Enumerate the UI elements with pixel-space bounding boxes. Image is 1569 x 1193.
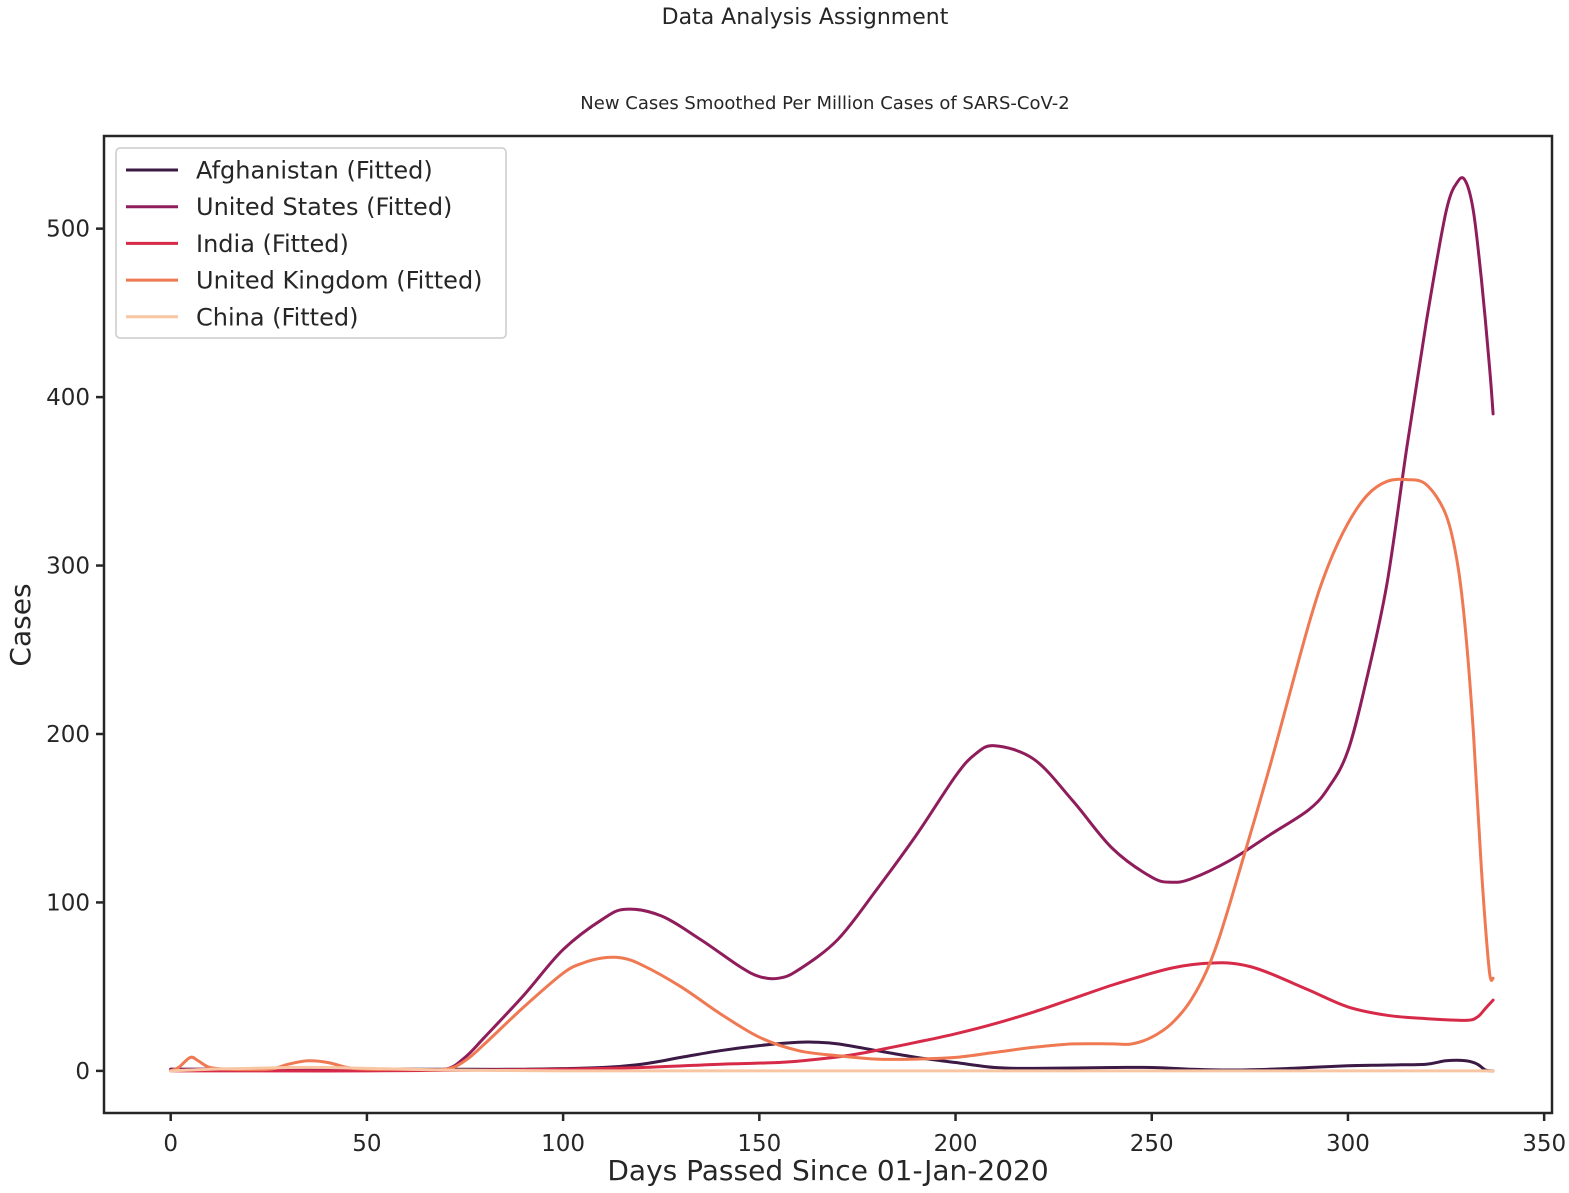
series-line-china-fitted (169, 1065, 1495, 1073)
legend-label: United States (Fitted) (196, 193, 452, 221)
plot-frame (102, 134, 1554, 1115)
series-line-united-states-fitted (169, 176, 1495, 1072)
x-tick-label: 300 (1326, 1131, 1370, 1157)
legend-label: India (Fitted) (196, 230, 349, 258)
series-line-united-kingdom-fitted (169, 477, 1495, 1073)
x-tick-label: 200 (934, 1131, 978, 1157)
x-tick-label: 100 (541, 1131, 585, 1157)
legend: Afghanistan (Fitted) United States (Fitte… (115, 147, 507, 339)
y-tick-label: 0 (75, 1059, 90, 1085)
y-tick-label: 200 (46, 722, 90, 748)
legend-label: United Kingdom (Fitted) (196, 267, 483, 295)
x-tick-label: 150 (737, 1131, 781, 1157)
legend-box (115, 147, 507, 339)
y-tick-label: 300 (46, 554, 90, 580)
legend-label: China (Fitted) (196, 303, 358, 331)
x-tick-label: 350 (1522, 1131, 1566, 1157)
legend-label: Afghanistan (Fitted) (196, 157, 433, 185)
y-tick-label: 500 (46, 217, 90, 243)
chart-title: New Cases Smoothed Per Million Cases of … (580, 93, 1069, 114)
series-line-india-fitted (169, 961, 1495, 1073)
y-tick-label: 400 (46, 385, 90, 411)
x-tick-label: 250 (1130, 1131, 1174, 1157)
y-axis-label: Cases (4, 583, 37, 666)
x-tick-label: 50 (352, 1131, 381, 1157)
x-axis-label: Days Passed Since 01-Jan-2020 (607, 1154, 1048, 1187)
y-tick-label: 100 (46, 890, 90, 916)
suptitle: Data Analysis Assignment (662, 5, 949, 30)
x-tick-label: 0 (163, 1131, 178, 1157)
